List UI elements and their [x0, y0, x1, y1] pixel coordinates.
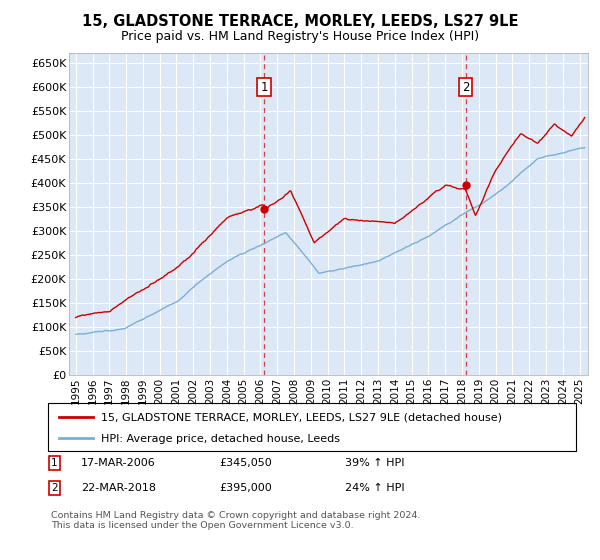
Text: 1: 1: [51, 458, 58, 468]
Text: 15, GLADSTONE TERRACE, MORLEY, LEEDS, LS27 9LE: 15, GLADSTONE TERRACE, MORLEY, LEEDS, LS…: [82, 14, 518, 29]
Text: 15, GLADSTONE TERRACE, MORLEY, LEEDS, LS27 9LE (detached house): 15, GLADSTONE TERRACE, MORLEY, LEEDS, LS…: [101, 413, 502, 422]
Text: £395,000: £395,000: [219, 483, 272, 493]
Text: 24% ↑ HPI: 24% ↑ HPI: [345, 483, 404, 493]
Text: £345,050: £345,050: [219, 458, 272, 468]
Text: 2: 2: [51, 483, 58, 493]
Text: 39% ↑ HPI: 39% ↑ HPI: [345, 458, 404, 468]
Text: 1: 1: [260, 81, 268, 94]
Text: 22-MAR-2018: 22-MAR-2018: [81, 483, 156, 493]
Text: Price paid vs. HM Land Registry's House Price Index (HPI): Price paid vs. HM Land Registry's House …: [121, 30, 479, 43]
Text: Contains HM Land Registry data © Crown copyright and database right 2024.
This d: Contains HM Land Registry data © Crown c…: [51, 511, 421, 530]
Text: 17-MAR-2006: 17-MAR-2006: [81, 458, 156, 468]
Text: 2: 2: [462, 81, 469, 94]
Text: HPI: Average price, detached house, Leeds: HPI: Average price, detached house, Leed…: [101, 434, 340, 444]
